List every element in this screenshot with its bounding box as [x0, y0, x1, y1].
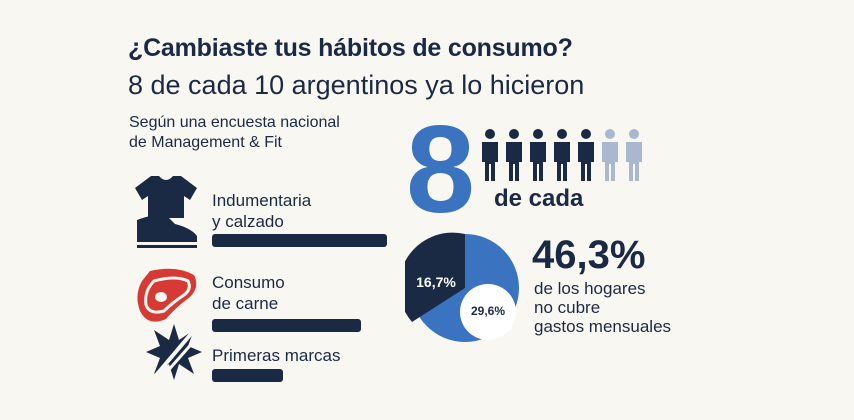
shirt-shoe-icon — [135, 176, 197, 248]
category-label-line: Primeras marcas — [212, 346, 341, 365]
person-icon — [506, 129, 522, 181]
pie-label: 29,6% — [471, 304, 505, 318]
big-number: 8 — [406, 101, 475, 239]
person-icon — [554, 129, 570, 181]
source-line: de Management & Fit — [129, 134, 282, 151]
category-label-line: y calzado — [212, 212, 284, 231]
subtitle: 8 de cada 10 argentinos ya lo hicieron — [128, 70, 585, 100]
category-label: Consumo de carne — [212, 272, 285, 314]
bar-indumentaria — [212, 234, 387, 247]
people-icons — [480, 128, 645, 182]
person-icon — [482, 129, 498, 181]
stat-line: no cubre — [534, 298, 601, 317]
stat-line: de los hogares — [534, 279, 646, 298]
crossed-badge-icon — [146, 324, 204, 382]
person-icon — [626, 129, 642, 181]
bar-marcas — [212, 369, 283, 382]
stat-value: 46,3% — [532, 233, 646, 277]
person-icon — [530, 129, 546, 181]
category-label-line: Indumentaria — [212, 191, 312, 210]
category-label: Primeras marcas — [212, 345, 340, 366]
bar-carne — [212, 319, 361, 332]
source-line: Según una encuesta nacional — [129, 114, 340, 131]
stat-line: gastos mensuales — [534, 317, 672, 336]
de-cada-text: de cada — [494, 185, 584, 212]
title: ¿Cambiaste tus hábitos de consumo? — [128, 34, 573, 62]
source-text: Según una encuesta nacional de Managemen… — [129, 113, 340, 153]
category-label: Indumentaria y calzado — [212, 190, 311, 232]
steak-icon — [137, 268, 197, 322]
stat-description: de los hogares no cubre gastos mensuales — [534, 279, 671, 336]
pie-chart: 16,7% 29,6% — [405, 232, 519, 342]
pie-slice-dark — [405, 232, 465, 322]
person-icon — [578, 129, 594, 181]
category-label-line: de carne — [212, 294, 279, 313]
category-label-line: Consumo — [212, 273, 285, 292]
pie-label: 16,7% — [416, 274, 456, 290]
pie-inner-circle — [460, 284, 516, 340]
person-icon — [602, 129, 618, 181]
